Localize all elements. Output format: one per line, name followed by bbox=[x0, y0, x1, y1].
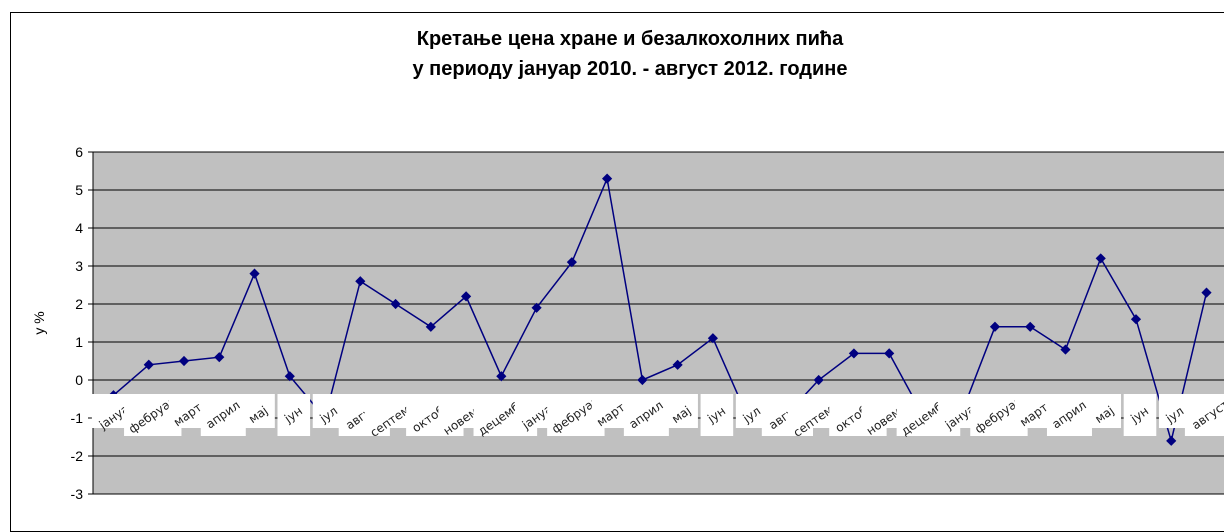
data-point bbox=[848, 348, 860, 359]
x-label-box bbox=[1046, 394, 1092, 436]
x-axis-label-group: мај bbox=[242, 394, 275, 428]
y-tick-label: 2 bbox=[75, 296, 83, 312]
x-label-box bbox=[242, 394, 275, 428]
x-axis-label-group: јун bbox=[1123, 394, 1157, 436]
x-axis-label-group: април bbox=[200, 394, 246, 436]
y-tick-label: -1 bbox=[71, 410, 84, 426]
y-tick-label: 0 bbox=[75, 372, 83, 388]
x-label-box bbox=[277, 394, 311, 436]
x-axis-label-group: мај bbox=[665, 394, 698, 428]
x-label-box bbox=[1184, 394, 1224, 436]
data-point bbox=[989, 321, 1001, 332]
chart-title-line1: Кретање цена хране и безалкохолних пића bbox=[416, 28, 844, 50]
y-tick-label: 4 bbox=[75, 220, 83, 236]
series-line bbox=[113, 175, 1208, 444]
data-point bbox=[178, 355, 190, 367]
data-point bbox=[884, 348, 895, 359]
x-label-box bbox=[700, 394, 734, 436]
x-label-box bbox=[200, 394, 246, 436]
data-point bbox=[1060, 344, 1071, 355]
data-point bbox=[672, 359, 683, 370]
gridlines bbox=[93, 151, 1224, 495]
chart-title-line2: у периоду јануар 2010. - август 2012. го… bbox=[412, 58, 848, 80]
data-point bbox=[566, 257, 577, 268]
plot-area bbox=[93, 152, 1224, 494]
data-point bbox=[813, 374, 824, 386]
x-label-box bbox=[623, 394, 669, 436]
x-axis-label-group: јун bbox=[277, 394, 311, 436]
data-point bbox=[1095, 253, 1106, 264]
chart-title: Кретање цена хране и безалкохолних пића … bbox=[0, 24, 1224, 84]
y-tick-label: -3 bbox=[71, 486, 84, 502]
data-point bbox=[707, 333, 718, 344]
x-label-box bbox=[665, 394, 698, 428]
y-axis-label: у % bbox=[31, 311, 47, 334]
x-axis-label-group: април bbox=[623, 394, 669, 436]
data-point bbox=[531, 302, 542, 313]
data-point bbox=[460, 291, 472, 302]
data-point bbox=[390, 298, 401, 310]
data-point bbox=[637, 374, 648, 386]
y-tick-label: 1 bbox=[75, 334, 83, 350]
data-point bbox=[496, 371, 507, 382]
y-tick-label: -2 bbox=[71, 448, 84, 464]
x-axis-label-group: мај bbox=[1088, 394, 1122, 428]
x-axis-label-group: јун bbox=[700, 394, 734, 436]
y-tick-label: 6 bbox=[75, 144, 83, 160]
x-axis-label-group: август bbox=[1184, 394, 1224, 436]
y-tick-label: 3 bbox=[75, 258, 83, 274]
x-label-box bbox=[1123, 394, 1157, 436]
data-point bbox=[355, 276, 366, 287]
y-axis-ticks: 6 5 4 3 2 1 0 -1 -2 -3 bbox=[71, 144, 93, 502]
x-axis-label-group: април bbox=[1046, 394, 1092, 436]
series-polyline bbox=[113, 175, 1208, 444]
data-point bbox=[425, 321, 436, 332]
data-point bbox=[284, 371, 295, 382]
data-point bbox=[602, 173, 613, 184]
x-label-box bbox=[1088, 394, 1122, 428]
y-tick-label: 5 bbox=[75, 182, 83, 198]
